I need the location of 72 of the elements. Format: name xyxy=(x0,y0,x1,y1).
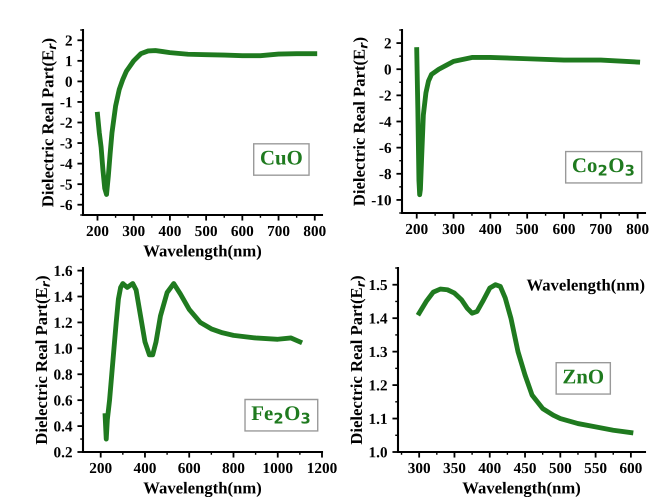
y-axis-title: Dielectric Real Part(E$_{r}$) xyxy=(42,38,57,207)
x-tick-label: 400 xyxy=(478,462,501,474)
x-tick-label: 1200 xyxy=(308,462,337,474)
x-tick-label: 600 xyxy=(620,462,642,474)
y-tick-label: -3 xyxy=(60,138,72,149)
y-tick-label: 2 xyxy=(66,35,72,46)
y-tick-label: 1.4 xyxy=(54,292,72,302)
x-axis-title: Wavelength(nm) xyxy=(143,244,262,260)
x-tick-label: 300 xyxy=(408,462,430,474)
y-axis-title: Dielectric Real Part(E$_{r}$) xyxy=(35,276,50,444)
x-tick-label: 600 xyxy=(178,462,200,474)
y-tick-label: -5 xyxy=(60,179,72,190)
y-tick-label: 0.8 xyxy=(54,369,72,380)
annotation: CuO xyxy=(260,150,302,165)
y-tick-label: 1 xyxy=(66,56,72,66)
x-tick-label: 500 xyxy=(549,462,572,474)
x-tick-label: 400 xyxy=(134,462,156,474)
x-tick-label: 200 xyxy=(90,462,112,474)
y-tick-label: -6 xyxy=(60,200,72,210)
line-series xyxy=(102,281,302,442)
y-tick-label: 1.1 xyxy=(370,414,387,424)
x-tick-label: 400 xyxy=(479,224,502,234)
annotation: Fe$_{2}$O$_{3}$ xyxy=(252,406,310,424)
y-tick-label: 0.6 xyxy=(54,395,72,406)
line-series xyxy=(95,48,318,197)
y-tick-label: -6 xyxy=(379,142,392,154)
x-tick-label: 800 xyxy=(304,226,326,236)
x-tick-label: 700 xyxy=(590,224,612,234)
x-axis-title: Wavelength(nm) xyxy=(526,278,644,294)
x-tick-label: 200 xyxy=(86,226,108,236)
y-tick-label: 1.2 xyxy=(370,380,387,391)
y-tick-label: 1.0 xyxy=(54,343,72,354)
x-tick-label: 300 xyxy=(442,224,464,234)
y-tick-label: 1.3 xyxy=(370,346,388,358)
x-tick-label: 700 xyxy=(268,226,290,236)
y-tick-label: 1.4 xyxy=(370,313,388,324)
annotation: Co$_{2}$O$_{3}$ xyxy=(572,158,634,176)
y-tick-label: 1.5 xyxy=(370,280,388,290)
x-tick-label: 300 xyxy=(122,226,145,236)
x-tick-label: 450 xyxy=(514,462,536,474)
x-tick-label: 600 xyxy=(553,224,575,234)
y-tick-label: 2 xyxy=(384,38,391,48)
x-tick-label: 350 xyxy=(444,462,466,474)
x-tick-label: 800 xyxy=(626,224,649,234)
y-tick-label: -8 xyxy=(379,168,392,180)
y-tick-label: -2 xyxy=(60,118,72,128)
x-tick-label: 550 xyxy=(584,462,606,474)
y-tick-label: -10 xyxy=(372,195,391,206)
y-tick-label: 1.2 xyxy=(54,318,72,328)
x-axis-title: Wavelength(nm) xyxy=(143,482,262,497)
y-tick-label: -4 xyxy=(379,116,392,127)
y-tick-label: 0.4 xyxy=(54,421,72,432)
y-tick-label: 0.2 xyxy=(54,447,72,458)
x-tick-label: 500 xyxy=(195,226,217,236)
x-tick-label: 400 xyxy=(158,226,181,236)
x-tick-label: 500 xyxy=(516,224,538,234)
x-tick-label: 800 xyxy=(222,462,244,474)
x-tick-label: 600 xyxy=(231,226,254,236)
x-axis-title: Wavelength(nm) xyxy=(462,482,580,497)
y-tick-label: 0 xyxy=(66,76,72,87)
y-tick-label: 0 xyxy=(384,64,391,75)
y-axis-title: Dielectric Real Part(E$_{r}$) xyxy=(350,276,366,444)
x-tick-label: 200 xyxy=(406,224,428,234)
annotation: ZnO xyxy=(563,370,604,384)
y-tick-label: 1.0 xyxy=(370,447,387,458)
y-tick-label: -1 xyxy=(60,97,72,108)
line-series xyxy=(414,47,640,198)
y-tick-label: 1.6 xyxy=(54,266,72,276)
y-tick-label: -2 xyxy=(379,90,391,101)
x-tick-label: 1000 xyxy=(264,462,292,474)
y-tick-label: -4 xyxy=(60,158,72,169)
y-axis-title: Dielectric Real Part(E$_{r}$) xyxy=(353,38,368,206)
